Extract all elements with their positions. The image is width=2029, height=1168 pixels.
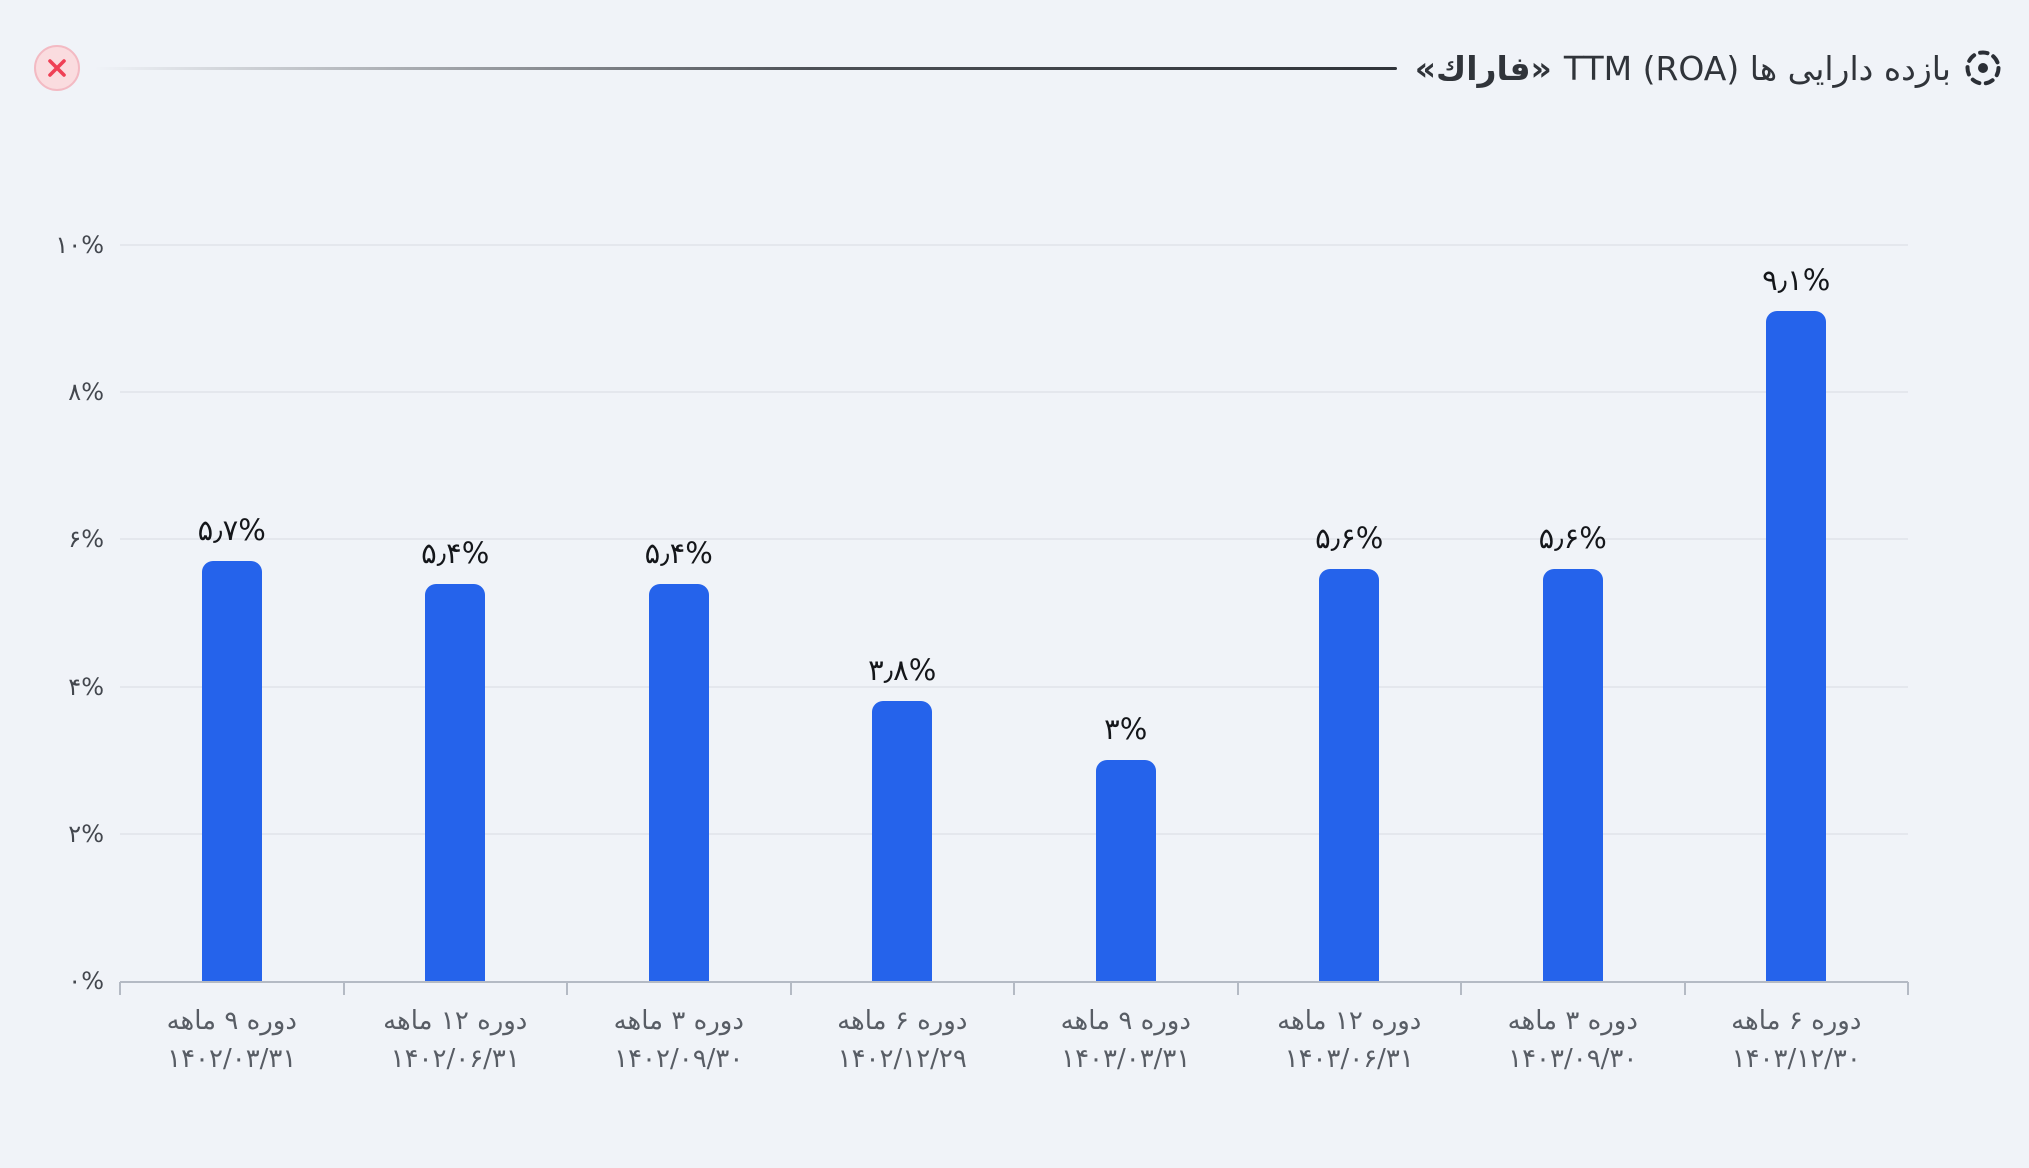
axis-tick [1236,982,1239,995]
x-label-period: دوره ۳ ماهه [613,1006,744,1036]
dashed-circle-dot-icon [1963,48,2003,88]
x-label-date: ۱۴۰۳/۰۳/۳۱ [1061,1044,1191,1074]
chart-header: بازده دارایی ها TTM (ROA) «فاراك» [34,44,2003,92]
axis-tick [342,982,345,995]
bar[interactable] [1766,311,1827,981]
bar-slot: ۵٫۴% [344,245,568,981]
close-button[interactable] [34,45,80,91]
bar-value-label: ۳% [1104,712,1148,747]
x-label-period: دوره ۶ ماهه [837,1006,968,1036]
y-axis-labels: ۰% ۲% ۴% ۶% ۸% ۱۰% [0,231,104,995]
x-label-date: ۱۴۰۳/۰۶/۳۱ [1284,1044,1414,1074]
bar-value-label: ۵٫۷% [197,513,266,548]
title-text: بازده دارایی ها TTM (ROA) [1563,48,1951,88]
x-category-label: دوره ۳ ماهه ۱۴۰۳/۰۹/۳۰ [1461,1002,1685,1078]
x-label-period: دوره ۶ ماهه [1731,1006,1862,1036]
title-rule [94,66,1397,70]
bar[interactable] [1319,568,1380,981]
x-label-period: دوره ۹ ماهه [166,1006,297,1036]
x-category-label: دوره ۱۲ ماهه ۱۴۰۲/۰۶/۳۱ [344,1002,568,1078]
bar-slot: ۵٫۶% [1238,245,1462,981]
bar-slot: ۵٫۷% [120,245,344,981]
axis-tick [1460,982,1462,995]
bar[interactable] [425,583,486,981]
bar-slot: ۳% [1014,245,1238,981]
bar-value-label: ۹٫۱% [1762,263,1831,298]
bar[interactable] [872,701,933,981]
bar-slot: ۳٫۸% [791,245,1015,981]
x-label-date: ۱۴۰۲/۱۲/۲۹ [837,1044,967,1074]
x-label-date: ۱۴۰۲/۰۹/۳۰ [614,1044,744,1074]
bars-row: ۵٫۷% ۵٫۴% ۵٫۴% ۳٫۸% ۳% ۵٫۶% ۵٫۶% ۹٫۱% [120,245,1908,981]
x-label-period: دوره ۹ ماهه [1060,1006,1191,1036]
axis-tick [1013,982,1015,995]
y-tick-label: ۸% [68,378,104,407]
x-icon [46,57,68,79]
title-symbol: «فاراك» [1414,48,1552,88]
gridline [120,244,1908,246]
bar-slot: ۹٫۱% [1685,245,1909,981]
x-category-label: دوره ۳ ماهه ۱۴۰۲/۰۹/۳۰ [567,1002,791,1078]
x-category-label: دوره ۹ ماهه ۱۴۰۲/۰۳/۳۱ [120,1002,344,1078]
x-label-period: دوره ۱۲ ماهه [383,1006,528,1036]
y-tick-label: ۱۰% [55,231,104,259]
gridline [120,832,1908,835]
y-tick-label: ۰% [68,967,104,995]
x-label-date: ۱۴۰۳/۰۹/۳۰ [1508,1044,1638,1074]
bar-value-label: ۳٫۸% [868,653,937,688]
bar-value-label: ۵٫۴% [644,535,713,570]
plot-area: ۵٫۷% ۵٫۴% ۵٫۴% ۳٫۸% ۳% ۵٫۶% ۵٫۶% ۹٫۱% [120,244,1908,983]
x-axis-labels: دوره ۹ ماهه ۱۴۰۲/۰۳/۳۱ دوره ۱۲ ماهه ۱۴۰۲/۰۶… [120,1002,1908,1078]
x-label-date: ۱۴۰۲/۰۳/۳۱ [167,1044,297,1074]
x-category-label: دوره ۶ ماهه ۱۴۰۳/۱۲/۳۰ [1685,1002,1909,1078]
axis-tick [1907,982,1909,995]
axis-tick [1683,982,1686,995]
y-tick-label: ۴% [68,672,104,701]
bar[interactable] [648,583,709,981]
x-category-label: دوره ۱۲ ماهه ۱۴۰۳/۰۶/۳۱ [1238,1002,1462,1078]
bar-slot: ۵٫۶% [1461,245,1685,981]
y-tick-label: ۶% [68,525,104,554]
x-category-label: دوره ۶ ماهه ۱۴۰۲/۱۲/۲۹ [791,1002,1015,1078]
bar[interactable] [1542,568,1603,981]
bar-value-label: ۵٫۶% [1315,520,1384,555]
y-tick-label: ۲% [68,819,104,848]
bar-slot: ۵٫۴% [567,245,791,981]
bar-value-label: ۵٫۶% [1538,520,1607,555]
x-label-date: ۱۴۰۳/۱۲/۳۰ [1731,1044,1861,1074]
x-label-period: دوره ۳ ماهه [1507,1006,1638,1036]
bar[interactable] [1095,760,1156,981]
x-category-label: دوره ۹ ماهه ۱۴۰۳/۰۳/۳۱ [1014,1002,1238,1078]
bar[interactable] [201,561,262,981]
chart-title: بازده دارایی ها TTM (ROA) «فاراك» [1415,48,2003,88]
axis-tick [119,982,121,995]
axis-tick [789,982,792,995]
gridline [120,538,1908,541]
gridline [120,391,1908,394]
x-axis-ticks [119,982,1909,996]
x-label-date: ۱۴۰۲/۰۶/۳۱ [390,1044,520,1074]
gridline [120,685,1908,688]
x-label-period: دوره ۱۲ ماهه [1277,1006,1422,1036]
bar-value-label: ۵٫۴% [421,535,490,570]
axis-tick [566,982,568,995]
